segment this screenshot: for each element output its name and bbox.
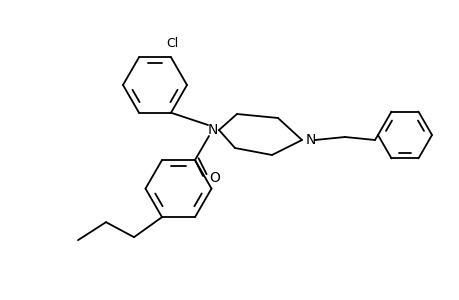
Text: O: O [208,171,219,185]
Text: Cl: Cl [166,37,178,50]
Text: N: N [305,133,316,147]
Text: N: N [207,123,218,137]
